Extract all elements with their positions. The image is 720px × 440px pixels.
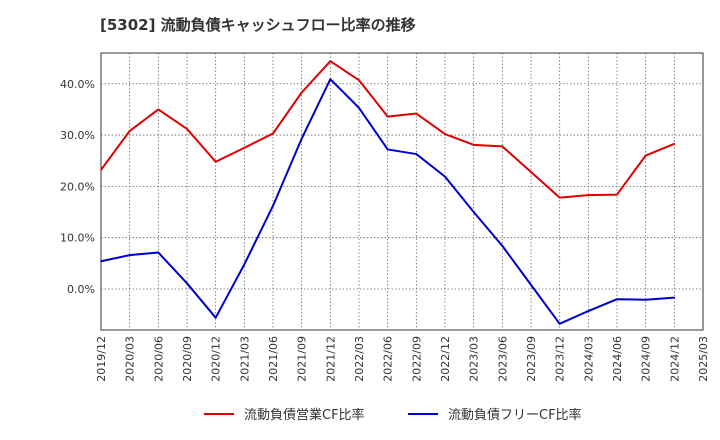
x-tick-label: 2020/03 [124, 336, 137, 382]
data-point [358, 79, 360, 81]
data-point [358, 107, 360, 109]
x-tick-label: 2022/12 [439, 336, 452, 382]
x-tick-label: 2022/06 [382, 336, 395, 382]
legend: 流動負債営業CF比率 流動負債フリーCF比率 [204, 407, 582, 423]
legend-label-2: 流動負債フリーCF比率 [448, 407, 582, 423]
y-tick-label: 30.0% [60, 129, 95, 142]
data-point [558, 196, 561, 199]
data-point [472, 144, 475, 146]
data-point [272, 132, 274, 135]
data-point [128, 254, 131, 256]
y-tick-label: 20.0% [60, 180, 95, 193]
data-point [272, 205, 274, 207]
y-tick-label: 10.0% [60, 232, 95, 245]
x-tick-label: 2024/09 [640, 336, 653, 382]
x-tick-label: 2021/06 [267, 336, 280, 382]
legend-label-1: 流動負債営業CF比率 [244, 407, 365, 423]
x-tick-label: 2024/12 [668, 336, 681, 382]
x-tick-label: 2022/09 [410, 336, 423, 382]
data-point [616, 298, 618, 301]
data-point [186, 128, 188, 130]
y-tick-label: 0.0% [67, 283, 95, 296]
series-lines [100, 60, 676, 325]
data-point [214, 160, 217, 163]
y-axis-ticks: 0.0% 10.0% 20.0% 30.0% 40.0% [60, 78, 95, 296]
data-point [300, 137, 303, 140]
data-point [616, 193, 618, 196]
data-point [415, 112, 418, 115]
x-tick-label: 2020/06 [152, 336, 165, 382]
x-tick-label: 2020/09 [181, 336, 194, 382]
x-tick-label: 2022/03 [353, 336, 366, 382]
data-point [214, 316, 217, 319]
data-point [558, 323, 561, 325]
data-point [673, 142, 676, 145]
x-tick-label: 2024/03 [582, 336, 595, 382]
x-tick-label: 2023/12 [554, 336, 567, 382]
data-point [444, 175, 446, 178]
x-tick-label: 2025/03 [697, 336, 710, 382]
data-point [530, 171, 532, 173]
data-point [444, 133, 446, 135]
data-point [186, 282, 188, 285]
x-tick-label: 2021/03 [238, 336, 251, 382]
data-point [300, 91, 303, 94]
data-point [386, 115, 389, 118]
data-point [644, 154, 647, 157]
data-point [100, 260, 102, 263]
data-point [157, 108, 160, 111]
chart-title: [5302] 流動負債キャッシュフロー比率の推移 [100, 16, 416, 34]
data-point [386, 148, 389, 151]
data-point [329, 78, 332, 80]
data-point [501, 245, 504, 247]
plot-area [100, 52, 704, 331]
data-point [128, 130, 131, 132]
x-tick-label: 2023/06 [496, 336, 509, 382]
x-tick-label: 2019/12 [95, 336, 108, 382]
x-tick-label: 2021/09 [296, 336, 309, 382]
data-point [157, 251, 160, 254]
x-tick-label: 2020/12 [210, 336, 223, 382]
data-point [243, 263, 246, 266]
data-point [100, 169, 102, 171]
x-tick-label: 2024/06 [611, 336, 624, 382]
data-point [644, 298, 647, 301]
x-tick-label: 2023/09 [525, 336, 538, 382]
data-point [587, 310, 590, 312]
y-tick-label: 40.0% [60, 78, 95, 91]
data-point [329, 60, 332, 63]
data-point [587, 194, 590, 196]
data-point [501, 145, 504, 148]
x-axis-ticks: 2019/12 2020/03 2020/06 2020/09 2020/12 2021/… [95, 336, 710, 382]
grid [101, 53, 703, 330]
data-point [472, 211, 475, 213]
data-point [243, 147, 246, 149]
x-tick-label: 2021/12 [324, 336, 337, 382]
data-point [415, 153, 418, 155]
data-point [530, 284, 532, 286]
data-point [673, 296, 676, 299]
x-tick-label: 2023/03 [468, 336, 481, 382]
